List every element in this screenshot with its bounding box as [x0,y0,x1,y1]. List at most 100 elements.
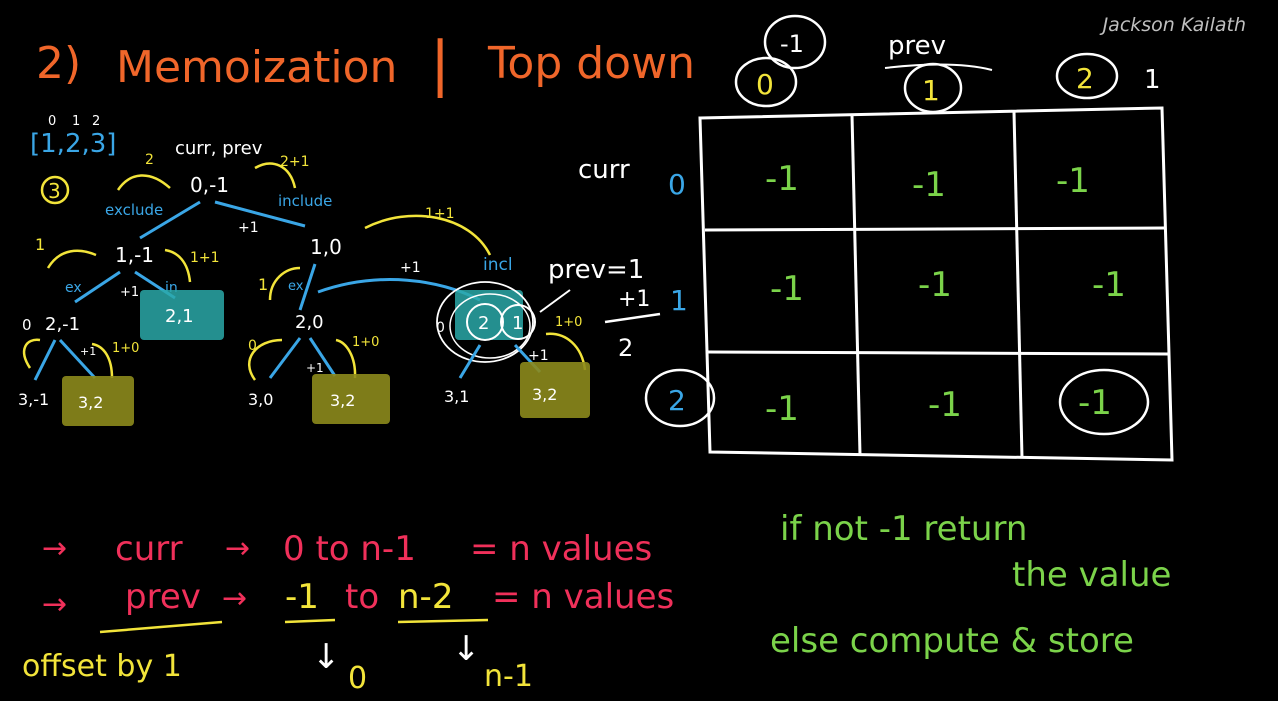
edge-1-0-plus: +1 [400,260,421,276]
note2-start: -1 [285,577,319,617]
node-1-neg1-left-ret: 1 [35,235,45,254]
row-header-0: 0 [668,168,686,201]
note2-start-underline [284,618,336,624]
edge-root-right [214,200,306,228]
cell-1-2: -1 [1092,265,1126,305]
incl-return-cost: 1+1 [425,206,455,222]
cell-0-2: -1 [1056,161,1090,201]
prev-sum-line [604,312,661,324]
col-line-1 [850,114,862,456]
node-2-0: 2,0 [295,312,324,333]
note2-prev: prev [125,577,201,617]
col-header-0-circle [734,56,798,108]
node-3-0: 3,0 [248,390,273,409]
cell-2-2: -1 [1078,383,1112,423]
note1-arrow: → [42,531,67,566]
row-line-2 [707,350,1169,356]
note2-arrow: → [42,587,67,622]
offset-result-n1: n-1 [484,659,533,694]
row-header-2-circle [644,368,716,428]
array-values: [1,2,3] [30,129,116,159]
recursion-tree: curr, prev 0,-1 2 2+1 exclude include +1… [18,138,590,426]
node-1-0-left-arrow [268,266,301,301]
edge-2neg1-right [58,338,97,380]
memo-node-2-1: 2,1 [165,306,194,327]
prev-equals-label: prev=1 [548,255,644,285]
note1-arrow2: → [225,531,250,566]
col-header-2-circle [1055,52,1119,100]
memo-highlight-3-2-a [62,376,134,426]
node-1-0-left-ret: 1 [258,275,268,294]
edge-2-0-plus: +1 [306,361,324,375]
node-2-neg1-right-ret: 1+0 [112,341,139,356]
col-extra-neg1: -1 [780,30,804,58]
node-3-neg1: 3,-1 [18,390,49,409]
note2-end: n-2 [398,577,453,617]
memo-node-3-2-a: 3,2 [78,393,103,412]
edge-1neg1-ex: ex [65,280,82,296]
cell-1-1: -1 [918,265,952,305]
offset-result-0: 0 [348,661,367,696]
down-arrow-n1: ↓ [452,629,481,669]
cell-0-1: -1 [912,165,946,205]
memo-highlight-3-2-c [520,362,590,418]
note1-count: = n values [470,529,652,569]
node-3-1: 3,1 [444,387,469,406]
edge-2-0-left [268,337,302,379]
node-2-0-left-ret: 0 [248,338,257,354]
array-size: 3 [48,179,61,203]
root-plus-one: +1 [238,220,259,236]
prev-sum-total: 2 [618,334,633,362]
root-header: curr, prev [175,138,263,159]
circled-2: 2 [478,313,489,334]
cell-2-0: -1 [765,389,799,429]
node-1-0: 1,0 [310,235,342,259]
curr-axis-label: curr [578,155,630,185]
root-right-cost: 2+1 [280,154,310,170]
edge-root-left [139,200,201,240]
table-grid [698,106,1174,462]
node-1-neg1-right-ret: 1+1 [190,250,220,266]
node-2-neg1-ret: 0 [22,316,32,334]
root-left-cost: 2 [145,152,154,168]
scribble-circle-1 [436,281,534,363]
cell-1-0: -1 [770,269,804,309]
circle-node-2 [466,303,504,341]
dp-table: prev -1 0 1 2 1 curr 0 1 2 -1 -1 -1 -1 -… [578,14,1174,462]
rule-line3: else compute & store [770,621,1134,661]
edge-2-0-right [308,337,337,377]
memo-rule: if not -1 return the value else compute … [770,509,1171,661]
edge-include-label: include [278,192,332,210]
scribble-circle-2 [449,293,531,359]
memo-node-3-2-b: 3,2 [330,391,355,410]
prev-plus-one: +1 [618,287,650,312]
rule-line2: the value [1012,555,1171,595]
node-2-0-right-arrow [335,338,357,379]
note2-count: = n values [492,577,674,617]
array-index-2: 2 [92,114,100,129]
node-2-neg1-right-arrow [91,342,114,379]
array-size-circle [40,175,70,205]
offset-note: offset by 1 [22,649,182,684]
col-extra-1: 1 [1144,65,1161,95]
circle-node-1 [500,304,536,340]
note2-prev-underline [99,620,223,634]
node-2-neg1: 2,-1 [45,314,80,335]
root-right-return-arrow [254,162,297,189]
down-arrow-0: ↓ [312,637,341,677]
col-header-0: 0 [756,68,774,101]
row-line-1 [704,226,1166,232]
col-extra-circle [763,14,827,70]
cell-0-0: -1 [765,159,799,199]
edge-1-0-ex: ex [288,279,304,294]
memo-highlight-2-1 [140,290,224,340]
node-1-neg1-right-arrow [164,248,192,283]
note2-end-underline [397,618,489,624]
prev-note: prev=1 +1 2 [548,255,661,362]
input-array: 0 1 2 [1,2,3] [30,114,116,159]
watermark: Jackson Kailath [1102,14,1246,36]
edge-1neg1-left [74,270,121,304]
table-cells: -1 -1 -1 -1 -1 -1 -1 -1 -1 [765,159,1126,429]
title-top-down: Top down [487,38,695,89]
